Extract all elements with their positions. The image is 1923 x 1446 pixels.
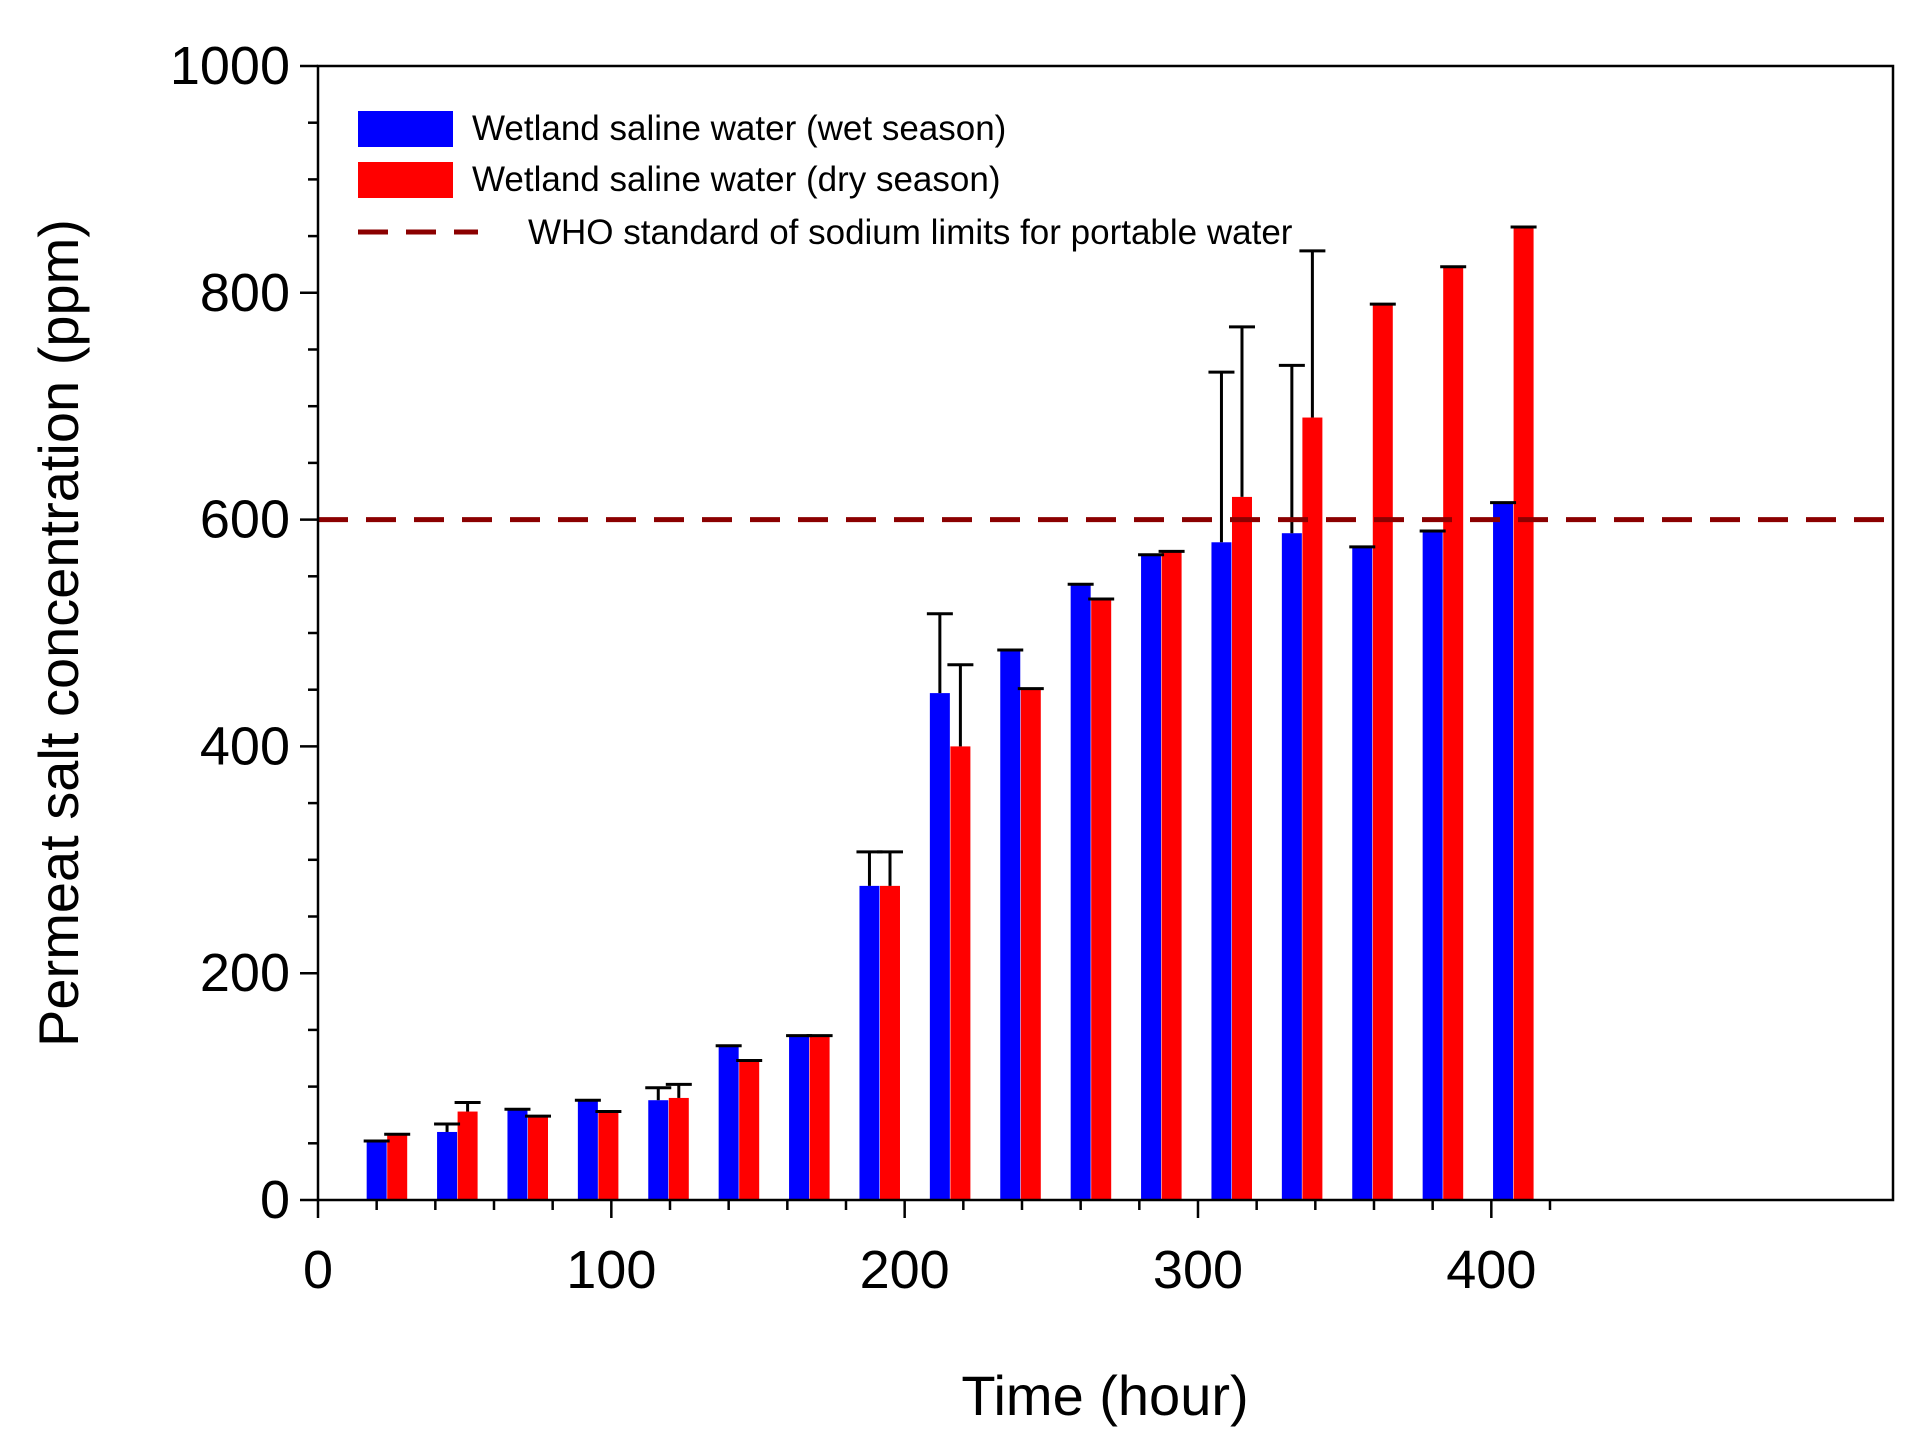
bar-dry-14: [1372, 304, 1393, 1200]
legend-swatch-wet: [358, 111, 453, 147]
bar-wet-16: [1493, 502, 1514, 1201]
bar-dry-16: [1513, 227, 1534, 1200]
error-bar-dry-13: [1299, 249, 1326, 418]
bar-wet-5: [718, 1045, 739, 1200]
bar-dry-15: [1443, 266, 1464, 1200]
bar-dry-12: [1231, 496, 1252, 1200]
error-bar-wet-4: [645, 1086, 672, 1101]
bar-wet-1: [437, 1131, 458, 1200]
y-tick-label: 400: [200, 716, 290, 776]
bar-dry-0: [387, 1134, 408, 1200]
bar-wet-12: [1211, 542, 1232, 1200]
x-tick-label: 300: [1153, 1240, 1243, 1300]
bar-wet-0: [366, 1141, 387, 1200]
legend: Wetland saline water (wet season) Wetlan…: [358, 109, 1293, 252]
bar-wet-8: [929, 693, 950, 1200]
error-bar-dry-4: [665, 1082, 692, 1098]
legend-label-dry: Wetland saline water (dry season): [472, 160, 1001, 199]
y-tick-label: 1000: [170, 36, 290, 96]
x-tick-label: 100: [566, 1240, 656, 1300]
y-tick-label: 200: [200, 943, 290, 1003]
error-bar-dry-1: [454, 1100, 481, 1112]
bar-dry-5: [739, 1060, 760, 1200]
bar-dry-8: [950, 746, 971, 1200]
bar-wet-6: [789, 1035, 810, 1200]
y-tick-label: 0: [260, 1170, 290, 1230]
legend-swatch-dry: [358, 162, 453, 198]
error-bar-dry-12: [1228, 325, 1255, 497]
bar-dry-9: [1020, 688, 1041, 1200]
x-tick-label: 200: [860, 1240, 950, 1300]
bar-dry-1: [457, 1111, 478, 1200]
error-bars-layer: [363, 225, 1537, 1143]
bar-wet-2: [507, 1109, 528, 1200]
error-bar-wet-1: [434, 1122, 461, 1132]
x-axis-title: Time (hour): [961, 1364, 1248, 1427]
bar-dry-3: [598, 1111, 619, 1200]
y-axis-title: Permeat salt concentration (ppm): [27, 219, 90, 1047]
bar-dry-6: [809, 1035, 830, 1200]
bar-dry-7: [879, 885, 900, 1200]
error-bar-dry-8: [947, 663, 974, 747]
error-bar-wet-12: [1208, 370, 1235, 543]
bar-wet-14: [1352, 546, 1373, 1200]
error-bar-dry-7: [876, 850, 903, 886]
bar-wet-10: [1070, 584, 1091, 1200]
y-axis: 0 200 400 600 800 1000: [170, 36, 318, 1230]
x-axis: 0 100 200 300 400: [303, 1200, 1552, 1300]
bar-wet-3: [577, 1100, 598, 1200]
bar-wet-7: [859, 885, 880, 1200]
x-tick-label: 0: [303, 1240, 333, 1300]
y-tick-label: 600: [200, 490, 290, 550]
bar-wet-13: [1281, 533, 1302, 1200]
y-tick-label: 800: [200, 263, 290, 323]
bar-dry-11: [1161, 551, 1182, 1200]
error-bar-wet-13: [1278, 363, 1305, 534]
bar-dry-13: [1302, 417, 1323, 1200]
bar-wet-11: [1141, 554, 1162, 1200]
bars-layer: [366, 227, 1534, 1201]
error-bar-wet-8: [926, 612, 953, 694]
bar-wet-9: [1000, 650, 1021, 1200]
bar-dry-2: [527, 1116, 548, 1200]
x-tick-label: 400: [1446, 1240, 1536, 1300]
legend-label-wet: Wetland saline water (wet season): [472, 109, 1006, 148]
bar-dry-4: [668, 1097, 689, 1200]
bar-wet-4: [648, 1100, 669, 1200]
bar-dry-10: [1091, 598, 1112, 1200]
legend-label-who: WHO standard of sodium limits for portab…: [528, 213, 1293, 252]
bar-wet-15: [1422, 530, 1443, 1200]
